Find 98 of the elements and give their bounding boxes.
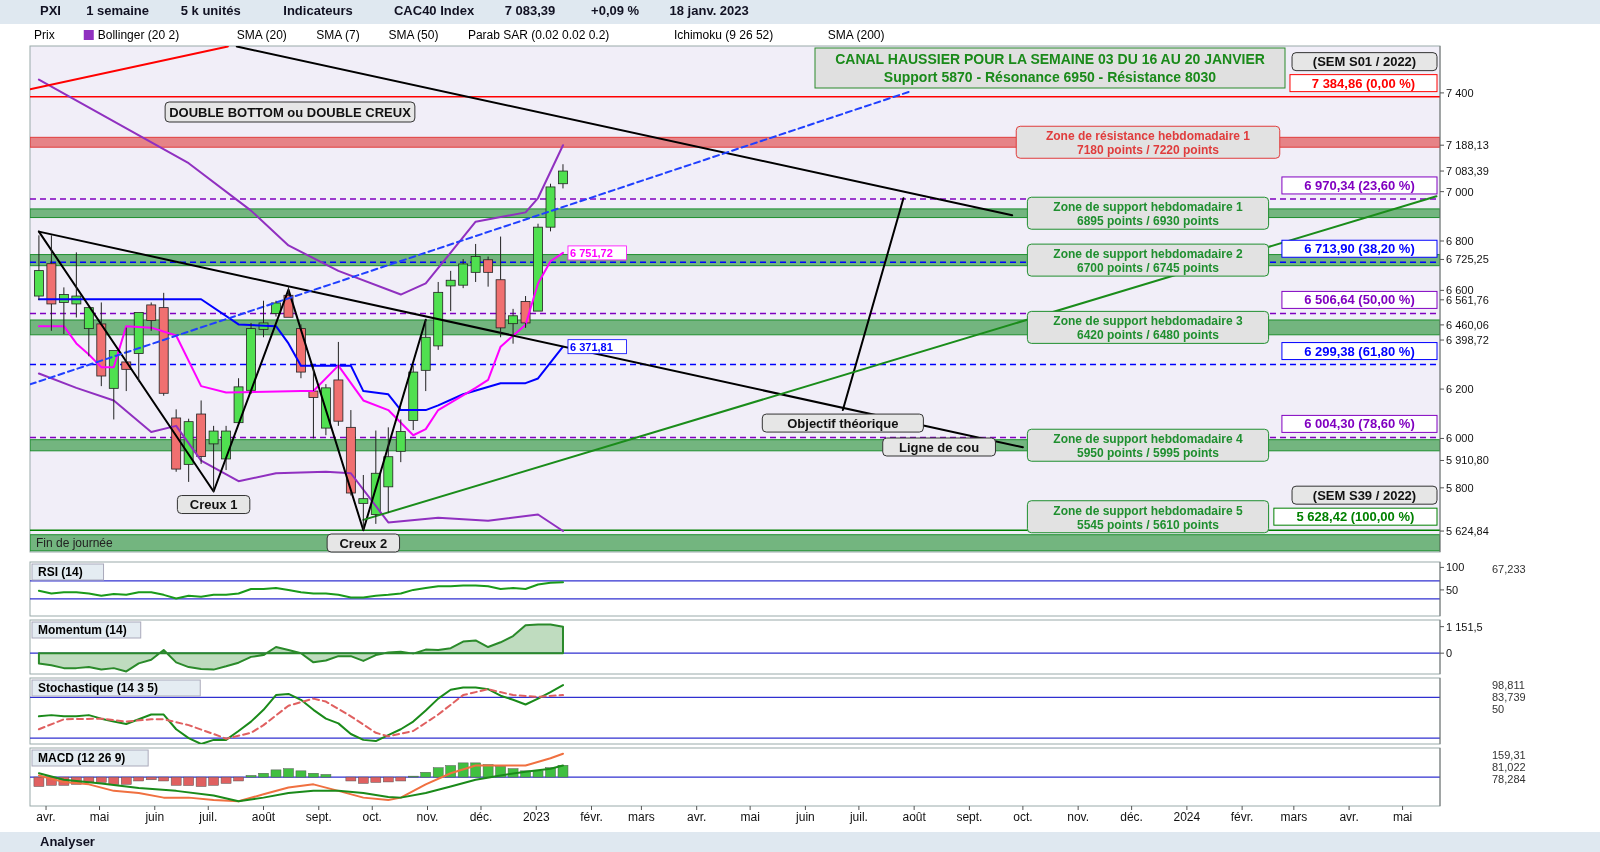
band-label: Zone de support hebdomadaire 5 5545 points / 5610 points (1053, 503, 1243, 532)
x-tick-label: août (902, 810, 927, 824)
annotation: (SEM S01 / 2022) (1312, 54, 1417, 70)
ref-line-label: 7 384,86 (0,00 %) (1311, 75, 1416, 91)
x-tick-label: mai (89, 810, 110, 824)
text: Prix (34, 28, 55, 42)
text: SMA (7) (316, 28, 360, 42)
y-tick-label: 7 400 (1446, 86, 1474, 99)
x-tick-label: mai (1392, 810, 1413, 824)
text: 5 k unités (180, 3, 241, 18)
x-tick-label: juil. (198, 810, 218, 824)
x-tick-label: août (251, 810, 276, 824)
band-label: Zone de support hebdomadaire 1 6895 points / 6930 points (1053, 200, 1243, 229)
x-tick-label: juin (144, 810, 165, 824)
text: 159,31 (1492, 749, 1526, 761)
annotation: Objectif théorique (787, 415, 899, 431)
text: SMA (20) (236, 28, 287, 42)
x-tick-label: mai (740, 810, 760, 824)
band-label: Zone de support hebdomadaire 3 6420 points / 6480 points (1053, 314, 1243, 343)
x-tick-label: juin (795, 810, 815, 824)
chart-title: Stochastique (14 3 5) (38, 681, 159, 695)
text: Parab SAR (0.02 0.02 0.2) (467, 28, 610, 42)
text: SMA (50) (388, 28, 439, 42)
x-tick-label: avr. (687, 810, 707, 824)
legend-label: Bollinger (20 2) (97, 28, 180, 42)
annotation: DOUBLE BOTTOM ou DOUBLE CREUX (169, 105, 412, 120)
x-tick-label: mars (1280, 810, 1308, 824)
x-tick-label: mars (628, 810, 655, 824)
text: Ichimoku (9 26 52) (673, 28, 774, 42)
y-tick-label: 6 200 (1446, 383, 1474, 396)
text: +0,09 % (591, 3, 640, 18)
x-tick-label: sept. (305, 810, 332, 824)
y-tick-label: 0 (1446, 647, 1453, 660)
text: 18 janv. 2023 (669, 3, 749, 18)
ref-line-label: 6 299,38 (61,80 %) (1304, 343, 1415, 359)
band-label: Zone de support hebdomadaire 2 6700 points / 6745 points (1053, 247, 1243, 276)
text: PXI (40, 3, 61, 18)
text: Indicateurs (283, 3, 353, 18)
y-tick-label: 5 800 (1446, 481, 1474, 494)
x-tick-label: avr. (1339, 810, 1359, 824)
y-tick-label: 6 800 (1446, 235, 1474, 247)
x-tick-label: déc. (1120, 810, 1143, 824)
text: 83,739 (1492, 691, 1526, 703)
text: 1 semaine (86, 3, 150, 18)
y-tick-label: 100 (1446, 561, 1465, 574)
x-tick-label: déc. (469, 810, 493, 824)
ref-line-label: 6 713,90 (38,20 %) (1304, 241, 1415, 257)
y-tick-label: 1 151,5 (1446, 620, 1483, 633)
y-tick-label: 6 561,76 (1446, 294, 1489, 307)
y-tick-label: 7 000 (1446, 185, 1474, 198)
annotation: Creux 2 (339, 535, 388, 551)
ref-line-label: 6 506,64 (50,00 %) (1304, 292, 1415, 308)
annotation: Fin de journée (36, 536, 114, 550)
text: 7 083,39 (504, 3, 556, 18)
x-tick-label: sept. (956, 810, 983, 824)
y-tick-label: 7 083,39 (1446, 165, 1489, 178)
x-tick-label: oct. (1013, 810, 1033, 824)
text: 50 (1492, 703, 1505, 715)
x-tick-label: oct. (362, 810, 382, 824)
annotation: Ligne de cou (899, 439, 980, 455)
x-tick-label: 2023 (522, 810, 550, 824)
y-tick-label: 6 600 (1446, 284, 1474, 297)
ref-line-label: 6 004,30 (78,60 %) (1304, 416, 1415, 432)
band-label: Zone de résistance hebdomadaire 1 7180 points / 7220 points (1045, 129, 1251, 158)
x-tick-label: 2024 (1173, 810, 1201, 824)
y-tick-label: 6 000 (1446, 432, 1474, 445)
chart-title: RSI (14) (38, 565, 83, 579)
chart-title: MACD (12 26 9) (38, 751, 126, 765)
chart-title: Momentum (14) (38, 623, 127, 637)
y-tick-label: 5 910,80 (1446, 454, 1489, 467)
y-tick-label: 50 (1446, 583, 1459, 596)
text: 98,811 (1492, 679, 1525, 691)
text: 81,022 (1492, 761, 1526, 773)
text: SMA (200) (827, 28, 885, 42)
x-tick-label: févr. (1230, 810, 1254, 824)
annotation: (SEM S39 / 2022) (1312, 487, 1417, 503)
y-tick-label: 5 624,84 (1446, 525, 1489, 538)
ref-line-label: 5 628,42 (100,00 %) (1296, 509, 1415, 525)
x-tick-label: nov. (1067, 810, 1090, 824)
x-tick-label: févr. (580, 810, 603, 824)
text: 67,233 (1492, 563, 1526, 575)
text: CAC40 Index (393, 3, 475, 18)
text: 78,284 (1492, 773, 1526, 785)
x-tick-label: juil. (848, 810, 868, 824)
y-tick-label: 6 398,72 (1446, 334, 1489, 347)
y-tick-label: 6 460,06 (1446, 318, 1489, 331)
data-label: 6 371,81 (569, 340, 613, 353)
y-tick-label: 7 188,13 (1446, 139, 1489, 152)
annotation: Creux 1 (189, 497, 238, 513)
ref-line-label: 6 970,34 (23,60 %) (1304, 177, 1415, 193)
x-tick-label: avr. (36, 810, 56, 824)
text: Analyser (40, 834, 95, 849)
data-label: 6 751,72 (569, 246, 613, 259)
band-label: Zone de support hebdomadaire 4 5950 points / 5995 points (1053, 432, 1243, 461)
y-tick-label: 6 725,25 (1446, 253, 1489, 266)
text: Support 5870 - Résonance 6950 - Résistance 8030 (883, 69, 1217, 85)
chart-title: CANAL HAUSSIER POUR LA SEMAINE 03 DU 16 AU 20 JANVIER (835, 51, 1265, 67)
x-tick-label: nov. (416, 810, 439, 824)
